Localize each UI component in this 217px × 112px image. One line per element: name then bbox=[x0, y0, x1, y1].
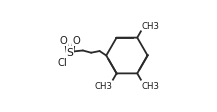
Text: S: S bbox=[67, 47, 73, 57]
Text: CH3: CH3 bbox=[94, 81, 112, 90]
Text: O: O bbox=[73, 36, 81, 46]
Text: CH3: CH3 bbox=[141, 81, 159, 90]
Text: Cl: Cl bbox=[57, 57, 67, 67]
Text: CH3: CH3 bbox=[141, 22, 159, 31]
Text: O: O bbox=[59, 36, 67, 46]
